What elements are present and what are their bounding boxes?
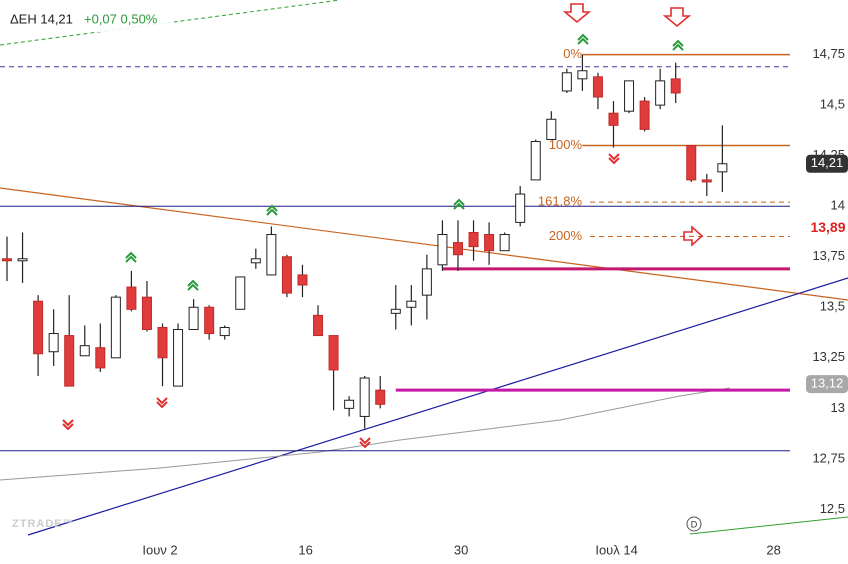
x-tick-label: 28 bbox=[766, 542, 780, 557]
candle-body bbox=[79, 345, 90, 357]
y-tick-label: 13,75 bbox=[812, 248, 845, 263]
candle-body bbox=[437, 233, 448, 266]
candle-body bbox=[499, 233, 510, 252]
dividend-icon bbox=[686, 516, 702, 532]
candle-body bbox=[141, 296, 152, 331]
candle-body bbox=[686, 145, 697, 181]
candle-body bbox=[250, 258, 261, 264]
candle-body bbox=[406, 300, 417, 308]
candle-body bbox=[204, 306, 215, 335]
candle-body bbox=[126, 286, 137, 310]
y-tick-label: 14 bbox=[831, 198, 845, 213]
candle-body bbox=[64, 335, 75, 387]
fib-label: 200% bbox=[549, 228, 583, 243]
change: +0,07 0,50% bbox=[84, 11, 158, 26]
candle-body bbox=[173, 329, 184, 387]
candle-body bbox=[452, 242, 463, 256]
candle-body bbox=[515, 193, 526, 223]
candle-body bbox=[468, 231, 479, 248]
candle-body bbox=[313, 314, 324, 337]
candle-body bbox=[219, 326, 230, 337]
header-box bbox=[2, 6, 174, 32]
arrow-icons bbox=[562, 3, 704, 247]
candle-body bbox=[33, 300, 44, 355]
price-label: 13,89 bbox=[810, 219, 845, 235]
x-tick-label: 16 bbox=[298, 542, 312, 557]
candle-body bbox=[639, 100, 650, 130]
fib-label: 100% bbox=[549, 137, 583, 152]
signal-chevrons bbox=[62, 33, 684, 449]
candle-body bbox=[421, 268, 432, 296]
candle-body bbox=[655, 80, 666, 106]
candle-body bbox=[701, 179, 712, 183]
candle-body bbox=[297, 274, 308, 286]
candle-body bbox=[359, 377, 370, 417]
candle-body bbox=[328, 335, 339, 371]
price-label: 14,21 bbox=[811, 155, 844, 170]
candle-body bbox=[484, 233, 495, 252]
dividend-icon-text: D bbox=[691, 519, 698, 529]
candle-body bbox=[530, 141, 541, 181]
candle-body bbox=[95, 347, 106, 369]
price-badge bbox=[806, 375, 848, 394]
fib-label: 0% bbox=[563, 46, 582, 61]
candle-body bbox=[266, 233, 277, 276]
trend-line bbox=[27, 277, 848, 536]
candle-body bbox=[608, 112, 619, 126]
y-tick-label: 12,75 bbox=[812, 450, 845, 465]
candle-body bbox=[17, 258, 28, 262]
candle-body bbox=[670, 78, 681, 94]
fib-label: 161.8% bbox=[538, 194, 583, 209]
candle-body bbox=[157, 326, 168, 359]
candle-body bbox=[375, 389, 386, 405]
y-tick-label: 13,5 bbox=[820, 299, 845, 314]
candle-body bbox=[390, 308, 401, 314]
x-tick-label: Ιουλ 14 bbox=[595, 542, 638, 557]
watermark: ZTRADE™ bbox=[12, 518, 75, 530]
moving-average bbox=[0, 387, 731, 481]
candle-body bbox=[110, 296, 121, 359]
candle-body bbox=[344, 399, 355, 409]
candle-body bbox=[577, 70, 588, 80]
symbol: ΔΕΗ 14,21 bbox=[10, 11, 73, 26]
x-tick-label: Ιουν 2 bbox=[142, 542, 177, 557]
candle-body bbox=[624, 80, 635, 112]
candle-body bbox=[546, 118, 557, 140]
candle-body bbox=[592, 76, 603, 98]
y-tick-label: 13 bbox=[831, 400, 845, 415]
candle-body bbox=[717, 163, 728, 173]
y-tick-label: 12,5 bbox=[820, 501, 845, 516]
trend-line bbox=[689, 516, 848, 535]
y-tick-label: 14,75 bbox=[812, 46, 845, 61]
price-badge bbox=[806, 154, 848, 173]
candle-body bbox=[281, 256, 292, 294]
candle-body bbox=[48, 333, 59, 353]
y-tick-label: 14,5 bbox=[820, 97, 845, 112]
candle-body bbox=[235, 276, 246, 310]
candle-body bbox=[188, 306, 199, 331]
price-label: 13,12 bbox=[811, 376, 844, 391]
candle-body bbox=[561, 72, 572, 92]
y-tick-label: 13,25 bbox=[812, 349, 845, 364]
candle-body bbox=[1, 258, 12, 262]
x-tick-label: 30 bbox=[454, 542, 468, 557]
